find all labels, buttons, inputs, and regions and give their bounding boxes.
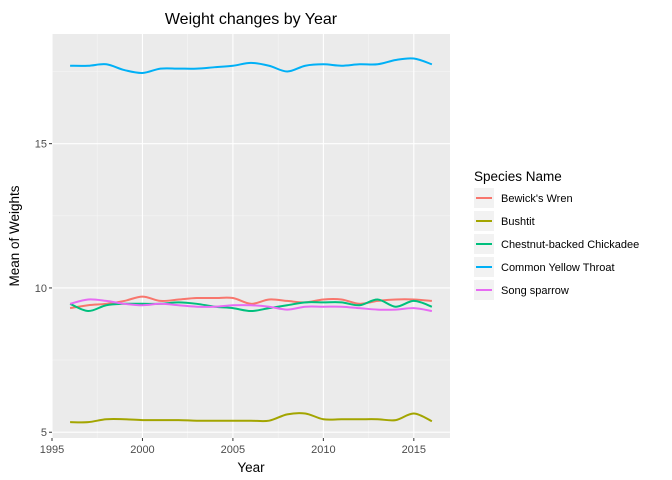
x-tick-label: 2015 (402, 444, 426, 456)
x-tick-label: 2005 (221, 444, 245, 456)
chart-title: Weight changes by Year (165, 11, 338, 28)
legend-items: Bewick's Wren Bushtit Chestnut-backed Chic… (474, 188, 639, 300)
y-tick-label: 10 (35, 283, 47, 295)
legend-title: Species Name (474, 169, 562, 184)
y-tick-label: 15 (35, 139, 47, 151)
x-tick-label: 1995 (40, 444, 64, 456)
x-tick-label: 2000 (130, 444, 154, 456)
minor-gridlines (52, 34, 450, 438)
legend-item-song-sparrow: Song sparrow (474, 280, 569, 300)
x-tick-label: 2010 (311, 444, 335, 456)
y-axis-title: Mean of Weights (7, 185, 22, 286)
legend-label: Bushtit (501, 216, 535, 228)
series-line-song-sparrow (69, 298, 433, 313)
series-line-bushtit (70, 412, 433, 424)
major-gridlines (51, 34, 450, 438)
plot-panel (52, 34, 450, 438)
legend-item-bewick-s-wren: Bewick's Wren (474, 188, 573, 208)
y-axis-ticks: 5 10 15 (35, 139, 52, 439)
y-tick-label: 5 (41, 427, 47, 439)
x-axis-title: Year (237, 460, 265, 475)
x-axis-ticks: 1995 2000 2005 2010 2015 (40, 438, 426, 456)
legend-label: Bewick's Wren (501, 193, 573, 205)
legend-item-bushtit: Bushtit (474, 211, 535, 231)
legend: Species Name Bewick's Wren Bushtit Chestnu… (474, 169, 639, 300)
legend-item-common-yellow-throat: Common Yellow Throat (474, 257, 615, 277)
legend-label: Song sparrow (501, 285, 569, 297)
legend-label: Common Yellow Throat (501, 262, 615, 274)
legend-label: Chestnut-backed Chickadee (501, 239, 639, 251)
series-line-common-yellow-throat (70, 57, 433, 74)
legend-item-chestnut-backed-chickadee: Chestnut-backed Chickadee (474, 234, 639, 254)
series-lines (69, 57, 433, 424)
series-line-bewick-s-wren (69, 295, 432, 310)
